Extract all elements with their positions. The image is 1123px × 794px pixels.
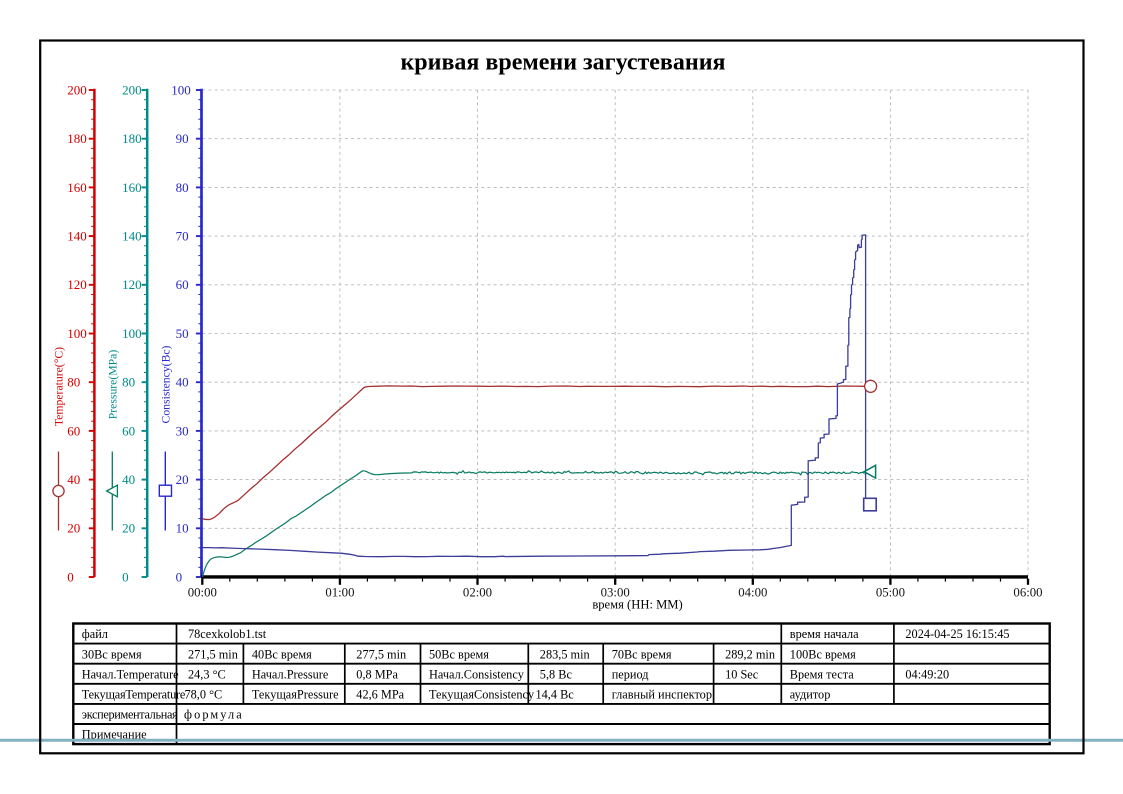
svg-text:06:00: 06:00: [1013, 586, 1042, 600]
svg-text:04:00: 04:00: [738, 586, 767, 600]
svg-text:60: 60: [176, 277, 189, 292]
svg-text:20: 20: [67, 521, 80, 536]
svg-text:180: 180: [122, 131, 142, 146]
svg-text:100: 100: [67, 326, 87, 341]
svg-text:277,5 min: 277,5 min: [356, 647, 406, 661]
svg-text:70: 70: [176, 229, 189, 244]
svg-text:00:00: 00:00: [188, 586, 217, 600]
svg-text:формула: формула: [184, 708, 244, 722]
svg-text:20: 20: [176, 472, 189, 487]
svg-text:5,8 Вс: 5,8 Вс: [540, 667, 573, 681]
svg-text:30Вс время: 30Вс время: [82, 647, 142, 661]
svg-text:02:00: 02:00: [463, 586, 492, 600]
svg-text:289,2 min: 289,2 min: [725, 647, 775, 661]
svg-text:90: 90: [176, 131, 189, 146]
svg-text:14,4 Вс: 14,4 Вс: [536, 687, 575, 701]
svg-text:экспериментальная: экспериментальная: [82, 708, 178, 722]
svg-text:40: 40: [67, 472, 80, 487]
svg-text:0: 0: [122, 569, 129, 584]
svg-text:78cexkolob1.tst: 78cexkolob1.tst: [188, 627, 267, 641]
svg-text:0,8 MPa: 0,8 MPa: [356, 667, 398, 681]
svg-text:40: 40: [176, 375, 189, 390]
svg-text:Начал.Pressure: Начал.Pressure: [252, 667, 329, 681]
svg-text:60: 60: [122, 423, 135, 438]
svg-text:70Вс время: 70Вс время: [612, 647, 672, 661]
svg-text:файл: файл: [82, 627, 108, 641]
svg-text:200: 200: [67, 82, 87, 97]
svg-text:ТекущаяPressure: ТекущаяPressure: [252, 687, 339, 701]
svg-text:кривая времени загустевания: кривая времени загустевания: [400, 49, 725, 75]
svg-text:50: 50: [176, 326, 189, 341]
svg-text:160: 160: [67, 180, 87, 195]
svg-text:10 Sec: 10 Sec: [725, 667, 759, 681]
svg-text:время (HH: MM): время (HH: MM): [592, 597, 682, 611]
svg-text:50Вс время: 50Вс время: [429, 647, 489, 661]
svg-text:271,5 min: 271,5 min: [188, 647, 238, 661]
svg-text:80: 80: [67, 375, 80, 390]
svg-text:120: 120: [122, 277, 142, 292]
svg-text:100Вс время: 100Вс время: [790, 647, 856, 661]
svg-text:ТекущаяConsistency: ТекущаяConsistency: [429, 687, 535, 701]
svg-text:160: 160: [122, 180, 142, 195]
svg-text:140: 140: [122, 229, 142, 244]
svg-text:30: 30: [176, 423, 189, 438]
svg-text:40: 40: [122, 472, 135, 487]
svg-text:60: 60: [67, 423, 80, 438]
svg-text:Примечание: Примечание: [82, 728, 147, 742]
svg-text:80: 80: [176, 180, 189, 195]
svg-text:0: 0: [67, 569, 74, 584]
svg-text:Consistency(Bc): Consistency(Bc): [159, 345, 172, 423]
svg-text:200: 200: [122, 82, 142, 97]
svg-text:0: 0: [176, 569, 183, 584]
svg-text:03:00: 03:00: [601, 586, 630, 600]
svg-text:Начал.Temperature: Начал.Temperature: [82, 667, 179, 681]
svg-text:аудитор: аудитор: [790, 687, 831, 701]
svg-text:120: 120: [67, 277, 87, 292]
svg-text:78,0 °C: 78,0 °C: [185, 687, 223, 701]
svg-text:24,3 °C: 24,3 °C: [188, 667, 226, 681]
svg-text:20: 20: [122, 521, 135, 536]
svg-text:Pressure(MPa): Pressure(MPa): [106, 350, 119, 420]
svg-text:100: 100: [171, 82, 191, 97]
svg-text:283,5 min: 283,5 min: [540, 647, 590, 661]
svg-text:ТекущаяTemperature: ТекущаяTemperature: [82, 687, 186, 701]
svg-text:Начал.Consistency: Начал.Consistency: [429, 667, 525, 681]
svg-text:10: 10: [176, 521, 189, 536]
svg-text:140: 140: [67, 229, 87, 244]
svg-text:период: период: [612, 667, 649, 681]
svg-text:главный инспектор: главный инспектор: [612, 687, 712, 701]
svg-text:80: 80: [122, 375, 135, 390]
svg-text:01:00: 01:00: [325, 586, 354, 600]
svg-text:05:00: 05:00: [876, 586, 905, 600]
svg-text:Temperature(°C): Temperature(°C): [53, 347, 66, 426]
svg-text:40Вс время: 40Вс время: [252, 647, 312, 661]
svg-text:2024-04-25 16:15:45: 2024-04-25 16:15:45: [905, 627, 1009, 641]
svg-text:Время теста: Время теста: [790, 667, 854, 681]
svg-text:42,6 MPa: 42,6 MPa: [356, 687, 404, 701]
svg-text:04:49:20: 04:49:20: [905, 667, 949, 681]
svg-text:время начала: время начала: [790, 627, 859, 641]
svg-text:180: 180: [67, 131, 87, 146]
svg-text:100: 100: [122, 326, 142, 341]
